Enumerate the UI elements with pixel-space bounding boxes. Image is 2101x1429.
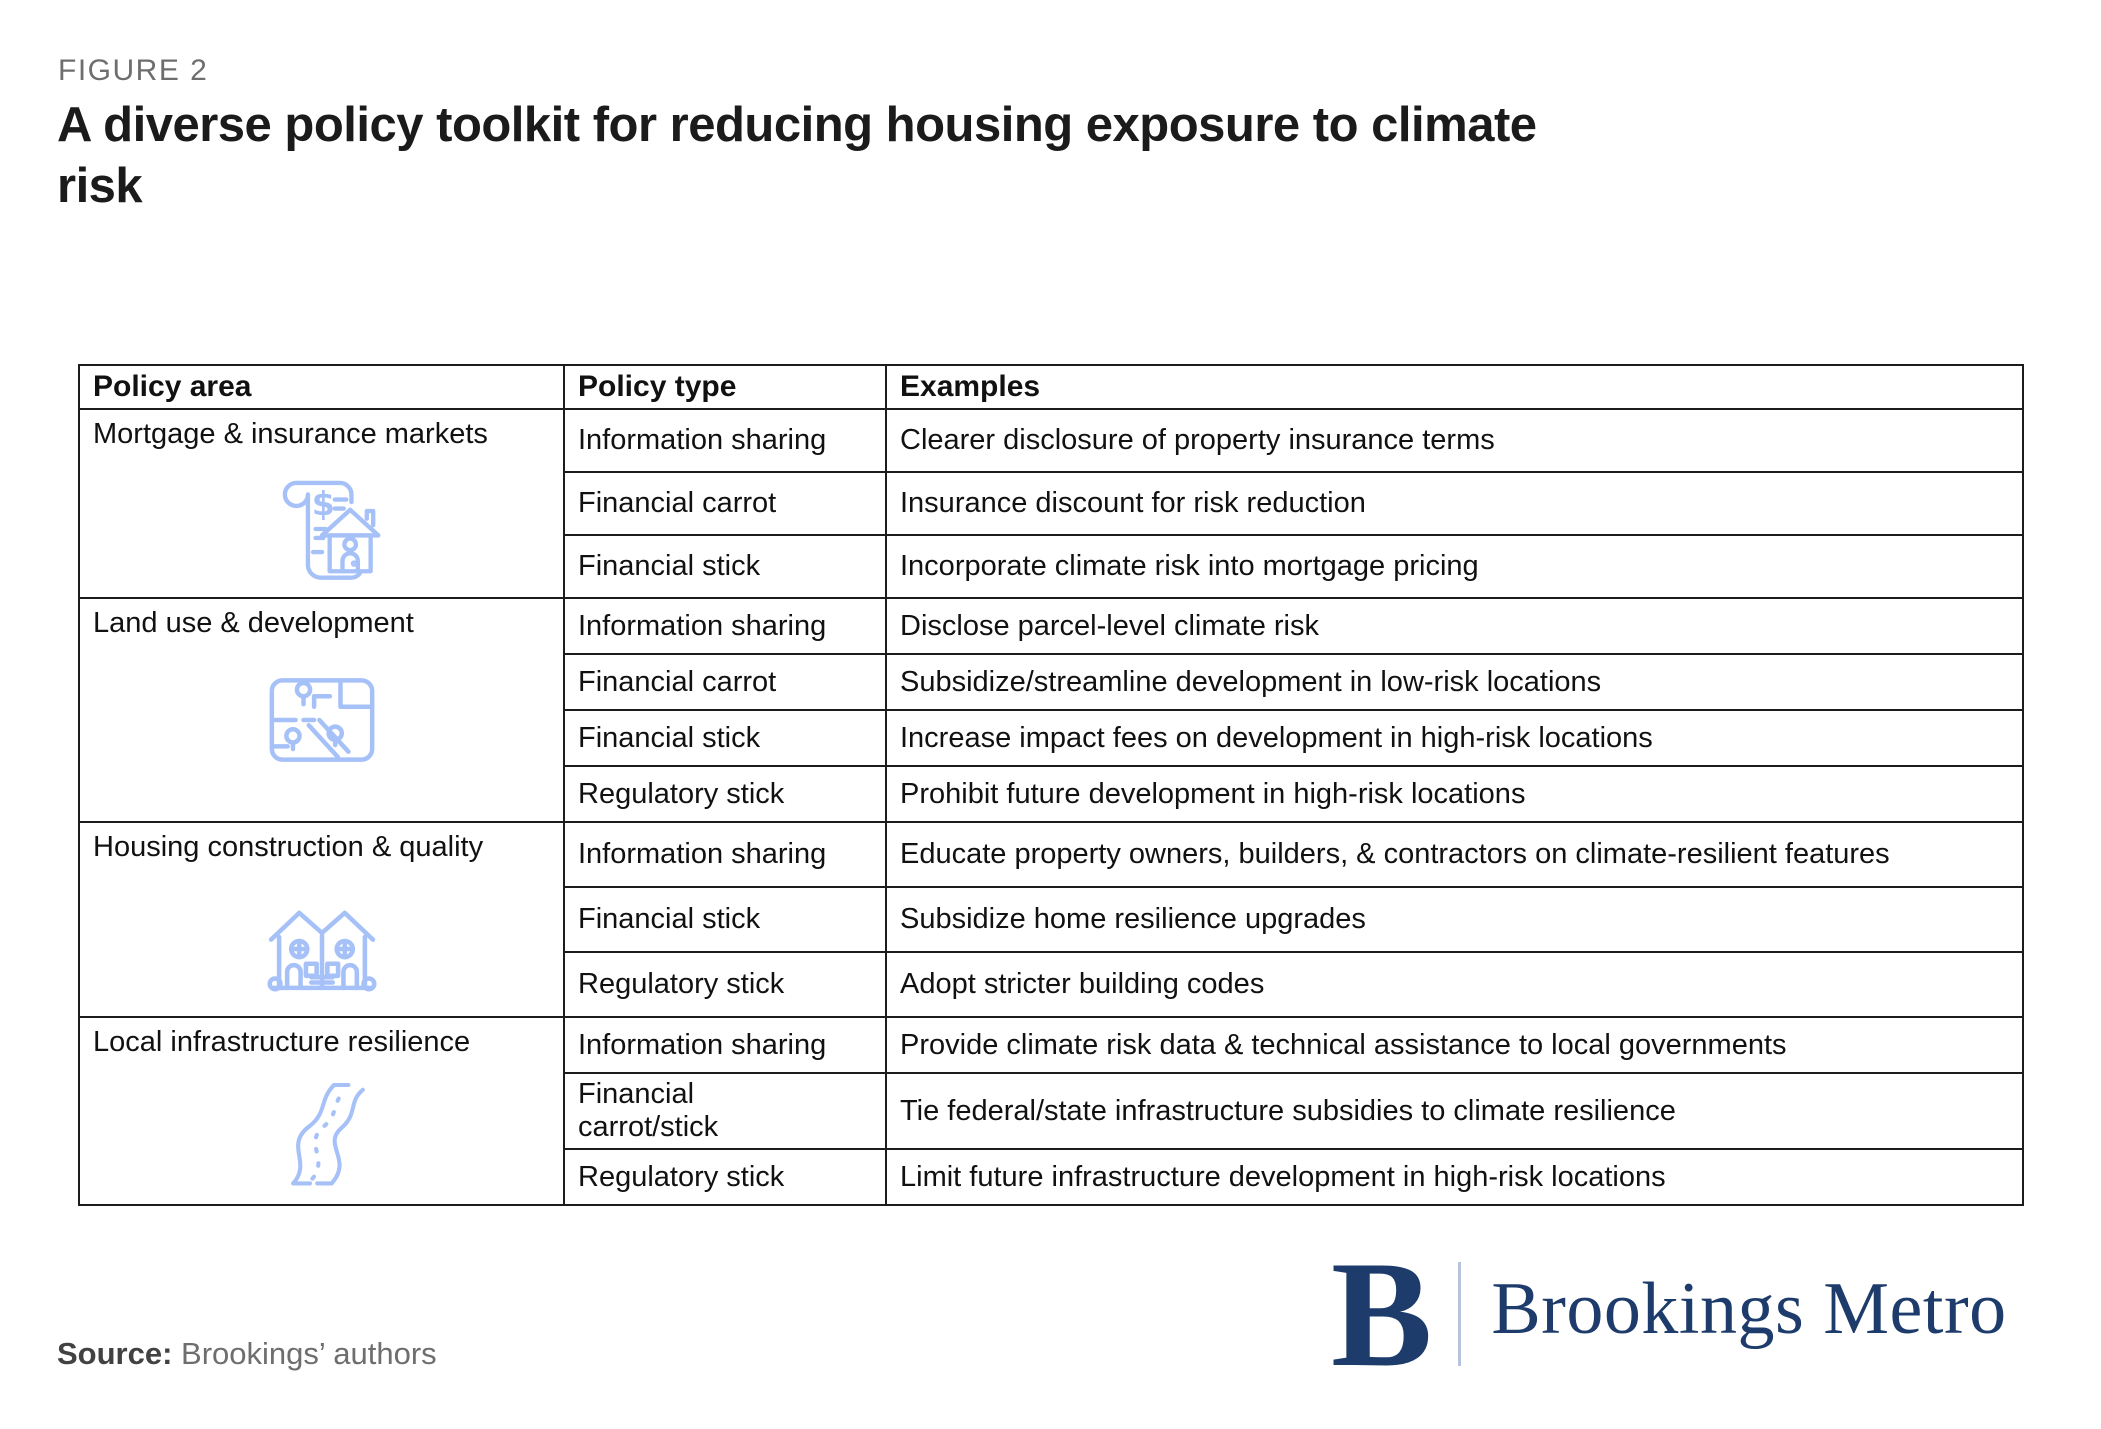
policy-type-cell: Regulatory stick (563, 1148, 887, 1206)
table-row: Financial carrot/stick Tie federal/state… (79, 1072, 2024, 1150)
brookings-metro-logo: B Brookings Metro (1331, 1238, 2007, 1390)
policy-toolkit-table: Policy area Policy type Examples Mortgag… (78, 364, 2024, 1206)
logo-divider (1458, 1262, 1462, 1366)
duplex-houses-icon (93, 878, 550, 1012)
brookings-b-monogram: B (1331, 1230, 1433, 1398)
brookings-metro-wordmark: Brookings Metro (1491, 1267, 2007, 1350)
policy-area-label: Mortgage & insurance markets (93, 418, 488, 450)
column-header-policy-type: Policy type (563, 364, 887, 410)
table-row: Land use & development (78, 597, 2024, 823)
policy-type-cell: Financial carrot/stick (563, 1072, 887, 1150)
policy-type-cell: Regulatory stick (563, 765, 887, 823)
policy-area-cell: Land use & development (78, 597, 565, 823)
source-note: Source: Brookings’ authors (57, 1336, 437, 1372)
table-row: Financial stick Incorporate climate risk… (79, 534, 2024, 599)
table-row: Mortgage & insurance markets $ (78, 408, 2024, 599)
example-cell: Tie federal/state infrastructure subsidi… (885, 1072, 2024, 1150)
policy-type-cell: Information sharing (563, 408, 887, 473)
policy-type-cell: Financial stick (563, 709, 887, 767)
policy-type-cell: Information sharing (563, 821, 887, 888)
example-cell: Subsidize home resilience upgrades (885, 886, 2024, 953)
svg-text:$: $ (311, 484, 334, 523)
land-use-map-icon (93, 654, 550, 786)
table-row: Local infrastructure resilience Informat… (78, 1016, 2024, 1206)
example-cell: Insurance discount for risk reduction (885, 471, 2024, 536)
policy-area-label: Housing construction & quality (93, 831, 484, 863)
policy-area-cell: Housing construction & quality (78, 821, 565, 1018)
table-header-row: Policy area Policy type Examples (78, 364, 2024, 410)
winding-road-icon (93, 1073, 550, 1193)
source-text: Brookings’ authors (181, 1336, 437, 1371)
table-row: Financial stick Increase impact fees on … (79, 709, 2024, 767)
policy-type-cell: Financial stick (563, 534, 887, 599)
table-row: Financial stick Subsidize home resilienc… (79, 886, 2024, 953)
column-header-policy-area: Policy area (78, 364, 565, 410)
example-cell: Incorporate climate risk into mortgage p… (885, 534, 2024, 599)
example-cell: Provide climate risk data & technical as… (885, 1016, 2024, 1074)
page-title: A diverse policy toolkit for reducing ho… (57, 98, 1537, 213)
policy-type-cell: Regulatory stick (563, 951, 887, 1018)
example-cell: Prohibit future development in high-risk… (885, 765, 2024, 823)
example-cell: Adopt stricter building codes (885, 951, 2024, 1018)
table-row: Regulatory stick Prohibit future develop… (79, 765, 2024, 823)
example-cell: Limit future infrastructure development … (885, 1148, 2024, 1206)
policy-area-cell: Local infrastructure resilience (78, 1016, 565, 1206)
source-label: Source: (57, 1336, 173, 1371)
table-row: Regulatory stick Limit future infrastruc… (79, 1148, 2024, 1206)
figure-label: FIGURE 2 (58, 54, 209, 87)
example-cell: Increase impact fees on development in h… (885, 709, 2024, 767)
example-cell: Clearer disclosure of property insurance… (885, 408, 2024, 473)
policy-type-cell: Financial carrot (563, 653, 887, 711)
policy-type-cell: Financial carrot (563, 471, 887, 536)
policy-type-cell: Financial stick (563, 886, 887, 953)
mortgage-scroll-house-icon: $ (93, 465, 550, 593)
example-cell: Subsidize/streamline development in low-… (885, 653, 2024, 711)
policy-type-cell: Information sharing (563, 1016, 887, 1074)
table-row: Housing construction & quality (78, 821, 2024, 1018)
table-row: Financial carrot Insurance discount for … (79, 471, 2024, 536)
policy-type-cell: Information sharing (563, 597, 887, 655)
policy-area-label: Land use & development (93, 607, 414, 639)
table-row: Financial carrot Subsidize/streamline de… (79, 653, 2024, 711)
policy-area-cell: Mortgage & insurance markets $ (78, 408, 565, 599)
column-header-examples: Examples (885, 364, 2024, 410)
table-row: Regulatory stick Adopt stricter building… (79, 951, 2024, 1018)
example-cell: Disclose parcel-level climate risk (885, 597, 2024, 655)
policy-area-label: Local infrastructure resilience (93, 1026, 471, 1058)
example-cell: Educate property owners, builders, & con… (885, 821, 2024, 888)
